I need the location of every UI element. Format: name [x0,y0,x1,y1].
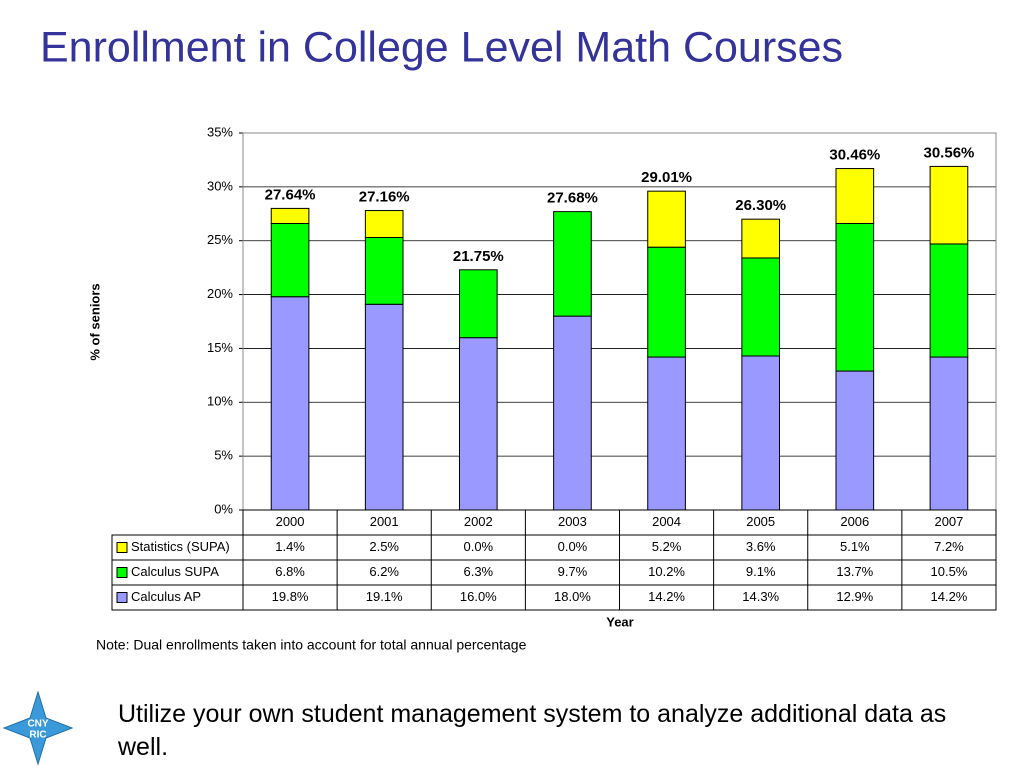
x-tick-label: 2000 [276,514,305,529]
bar-segment [458,269,498,339]
table-cell: 10.5% [931,564,968,579]
table-cell: 14.2% [931,589,968,604]
table-cell: 14.2% [648,589,685,604]
legend-swatch [116,542,128,553]
bar-segment [741,218,781,259]
total-label: 30.46% [829,147,880,164]
table-cell: 19.1% [366,589,403,604]
table-cell: 13.7% [836,564,873,579]
bar-segment [741,355,781,511]
bar-segment [458,337,498,511]
x-tick-label: 2005 [746,514,775,529]
table-cell: 6.2% [369,564,399,579]
y-tick-label: 35% [207,124,233,139]
legend-swatch [116,592,128,603]
x-tick-label: 2004 [652,514,681,529]
table-cell: 5.2% [652,539,682,554]
table-cell: 14.3% [742,589,779,604]
plot-area [242,132,997,511]
bar-segment [364,236,404,305]
x-axis-label: Year [606,614,633,629]
total-label: 30.56% [924,144,975,161]
y-tick-label: 20% [207,286,233,301]
bar-segment [929,165,969,245]
y-tick-label: 5% [214,448,233,463]
bar-segment [270,222,310,298]
table-cell: 18.0% [554,589,591,604]
y-tick-label: 10% [207,394,233,409]
legend-label: Calculus SUPA [131,564,219,579]
table-cell: 6.3% [463,564,493,579]
x-tick-label: 2006 [840,514,869,529]
table-cell: 3.6% [746,539,776,554]
table-cell: 5.1% [840,539,870,554]
legend-label: Statistics (SUPA) [131,539,230,554]
table-cell: 6.8% [275,564,305,579]
table-cell: 12.9% [836,589,873,604]
bar-segment [647,190,686,248]
y-tick-label: 15% [207,340,233,355]
bar-segment [647,356,686,511]
bar-segment [270,296,310,511]
total-label: 27.16% [359,189,410,206]
total-label: 21.75% [453,248,504,265]
y-axis-label: % of seniors [87,283,102,360]
legend-swatch [116,567,128,578]
bar-segment [835,168,875,224]
table-cell: 19.8% [272,589,309,604]
bar-segment [270,207,310,224]
x-tick-label: 2002 [464,514,493,529]
table-cell: 1.4% [275,539,305,554]
total-label: 27.64% [265,186,316,203]
bar-segment [553,315,592,511]
bar-segment [647,246,686,358]
table-cell: 9.7% [558,564,588,579]
table-cell: 2.5% [369,539,399,554]
bar-segment [741,257,781,357]
bar-segment [364,210,404,238]
table-cell: 7.2% [934,539,964,554]
slide-title: Enrollment in College Level Math Courses [40,23,843,71]
total-label: 26.30% [735,197,786,214]
bar-segment [835,222,875,372]
bar-segment [929,243,969,358]
logo-text: CNY [27,719,48,730]
y-tick-label: 30% [207,178,233,193]
table-cell: 10.2% [648,564,685,579]
y-tick-label: 25% [207,232,233,247]
table-cell: 16.0% [460,589,497,604]
total-label: 29.01% [641,169,692,186]
body-text: Utilize your own student management syst… [118,700,947,761]
logo-text: RIC [29,730,46,741]
logo: CNY RIC [2,690,74,766]
y-tick-label: 0% [214,501,233,516]
x-tick-label: 2001 [370,514,399,529]
bar-segment [553,211,592,317]
bar-segment [929,356,969,511]
x-tick-label: 2007 [934,514,963,529]
total-label: 27.68% [547,190,598,207]
bar-segment [364,303,404,511]
x-tick-label: 2003 [558,514,587,529]
table-cell: 0.0% [558,539,588,554]
legend-label: Calculus AP [131,589,201,604]
table-cell: 0.0% [463,539,493,554]
bar-segment [835,370,875,511]
note: Note: Dual enrollments taken into accoun… [96,637,527,653]
table-cell: 9.1% [746,564,776,579]
logo-star [2,690,74,766]
